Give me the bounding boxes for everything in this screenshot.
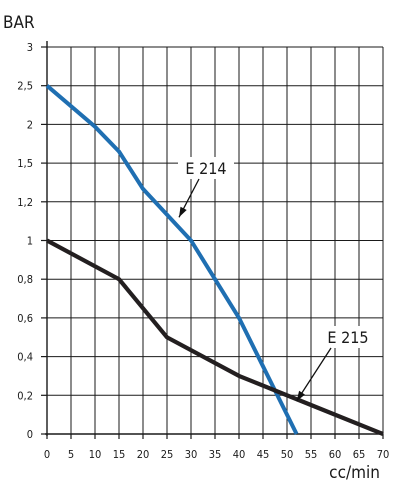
axes xyxy=(45,41,383,436)
x-tick-label: 50 xyxy=(281,448,294,461)
annotation-label-e-215: E 215 xyxy=(327,328,368,347)
x-tick-label: 25 xyxy=(161,448,174,461)
y-tick-label: 2 xyxy=(27,118,33,131)
x-tick-label: 35 xyxy=(209,448,222,461)
y-tick-label: 1,5 xyxy=(17,157,33,170)
x-tick-label: 60 xyxy=(329,448,342,461)
y-tick-label: 0,4 xyxy=(17,351,33,364)
y-tick-label: 0,8 xyxy=(17,273,33,286)
x-tick-label: 40 xyxy=(233,448,246,461)
y-tick-label: 0 xyxy=(27,428,33,441)
y-tick-label: 1 xyxy=(27,235,33,248)
x-tick-label: 65 xyxy=(353,448,366,461)
x-tick-label: 45 xyxy=(257,448,270,461)
y-axis-ticks: 0 0,2 0,4 0,6 0,8 1 1,2 1,5 2 2,5 3 xyxy=(17,41,47,441)
x-tick-label: 30 xyxy=(185,448,198,461)
x-tick-label: 5 xyxy=(68,448,74,461)
annotation-arrowhead xyxy=(296,390,305,402)
annotation-leader-line xyxy=(296,347,332,402)
annotation-label-bg xyxy=(316,326,380,348)
x-tick-label: 0 xyxy=(44,448,50,461)
y-tick-label: 0,2 xyxy=(17,389,33,402)
x-axis-ticks: 0 5 10 15 20 25 30 35 40 45 50 55 60 65 70 xyxy=(44,434,389,461)
x-tick-label: 70 xyxy=(377,448,390,461)
annotation-arrowhead xyxy=(179,206,187,218)
annotation-label-e-214: E 214 xyxy=(185,159,226,178)
series-lines xyxy=(45,84,384,436)
y-tick-label: 3 xyxy=(27,41,33,54)
annotation-label-bg xyxy=(178,157,234,179)
series-line-e-215 xyxy=(46,238,384,436)
grid xyxy=(47,46,384,434)
x-tick-label: 20 xyxy=(137,448,150,461)
y-axis-title: BAR xyxy=(3,13,35,33)
x-tick-label: 55 xyxy=(305,448,318,461)
series-annotations: E 214 E 215 xyxy=(178,157,380,402)
y-tick-label: 1,2 xyxy=(17,196,33,209)
x-tick-label: 15 xyxy=(113,448,126,461)
y-tick-label: 2,5 xyxy=(17,80,33,93)
y-tick-label: 0,6 xyxy=(17,312,33,325)
series-line-e-214 xyxy=(45,84,299,435)
x-tick-label: 10 xyxy=(89,448,102,461)
x-axis-title: cc/min xyxy=(329,463,380,483)
